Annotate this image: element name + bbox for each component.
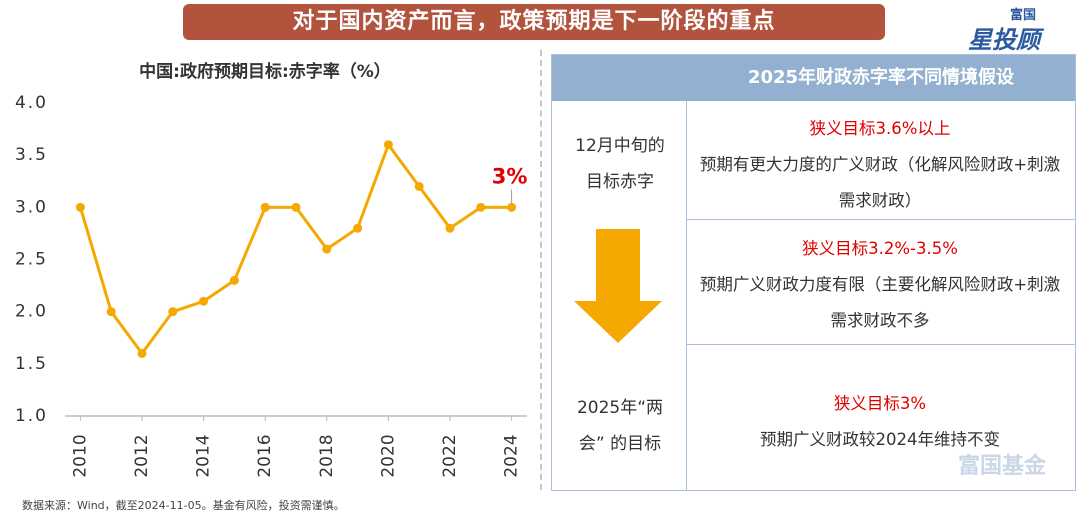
left-cell: 12月中旬的目标赤字	[575, 136, 665, 192]
series-line	[78, 141, 512, 356]
data-point	[106, 307, 116, 317]
scenario-text: 预期有更大力度的广义财政（化解风险财政+刺激需求财政）	[699, 155, 1061, 210]
table-title: 2025年财政赤字率不同情境假设	[747, 67, 1015, 88]
x-tick-label: 2016	[255, 434, 275, 477]
scenario-table: 2025年财政赤字率不同情境假设 12月中旬的目标赤字 2025年“两会” 的目…	[551, 54, 1076, 491]
chart: 中国:政府预期目标:赤字率（%） 1.0 1.5 2.0 2.5 3.0 3.5 4.0 20…	[15, 61, 528, 478]
y-tick-label: 3.0	[15, 197, 48, 217]
row-line	[686, 219, 1075, 220]
logo-top: 富国	[1010, 8, 1037, 23]
table-header: 2025年财政赤字率不同情境假设	[552, 55, 1075, 101]
watermark: 富国基金	[958, 454, 1047, 479]
y-tick-label: 4.0	[15, 93, 48, 113]
data-point	[291, 202, 301, 212]
annotation: 3%	[492, 164, 528, 188]
data-point	[445, 223, 455, 233]
chart-title: 中国:政府预期目标:赤字率（%）	[139, 61, 391, 82]
x-tick-label: 2018	[317, 434, 337, 477]
x-tick-label: 2024	[502, 434, 522, 477]
data-point	[260, 202, 270, 212]
y-tick-label: 3.5	[15, 145, 48, 165]
source-note: 数据来源：Wind，截至2024-11-05。基金有风险，投资需谨慎。	[22, 499, 345, 512]
data-point	[137, 348, 147, 358]
data-point	[353, 223, 363, 233]
data-point	[75, 202, 85, 212]
x-tick-label: 2012	[132, 434, 152, 477]
data-point	[229, 275, 239, 285]
y-tick-label: 2.0	[15, 302, 48, 322]
scenario-text: 预期广义财政力度有限（主要化解风险财政+刺激需求财政不多	[699, 275, 1061, 330]
divider	[540, 50, 542, 490]
data-point	[199, 296, 209, 306]
data-point	[383, 140, 393, 150]
scenario: 狭义目标3.2%-3.5% 预期广义财政力度有限（主要化解风险财政+刺激需求财政…	[697, 231, 1063, 339]
data-point	[507, 202, 517, 212]
left-cell: 2025年“两会” 的目标	[576, 398, 664, 454]
banner-title: 对于国内资产而言，政策预期是下一阶段的重点	[183, 4, 885, 40]
y-tick-label: 1.0	[15, 406, 48, 426]
y-tick-label: 2.5	[15, 250, 48, 270]
scenario: 狭义目标3% 预期广义财政较2024年维持不变	[697, 386, 1063, 458]
data-point	[414, 181, 424, 191]
x-tick-label: 2014	[194, 434, 214, 477]
logo: 富国 星投顾	[962, 4, 1072, 54]
scenario-text: 预期广义财政较2024年维持不变	[760, 430, 1000, 449]
scenario: 狭义目标3.6%以上 预期有更大力度的广义财政（化解风险财政+刺激需求财政）	[697, 111, 1063, 219]
row-line	[686, 344, 1075, 345]
down-arrow	[574, 229, 662, 343]
scenario-target: 狭义目标3.6%以上	[809, 119, 951, 138]
scenario-target: 狭义目标3.2%-3.5%	[802, 239, 958, 258]
column-line	[686, 101, 687, 490]
y-tick-label: 1.5	[15, 354, 48, 374]
data-point	[168, 307, 178, 317]
x-tick-label: 2022	[440, 434, 460, 477]
x-tick-label: 2020	[378, 434, 398, 477]
logo-main: 星投顾	[968, 26, 1040, 54]
x-tick-label: 2010	[70, 434, 90, 477]
scenario-target: 狭义目标3%	[833, 394, 927, 413]
data-point	[476, 202, 486, 212]
data-point	[322, 244, 332, 254]
